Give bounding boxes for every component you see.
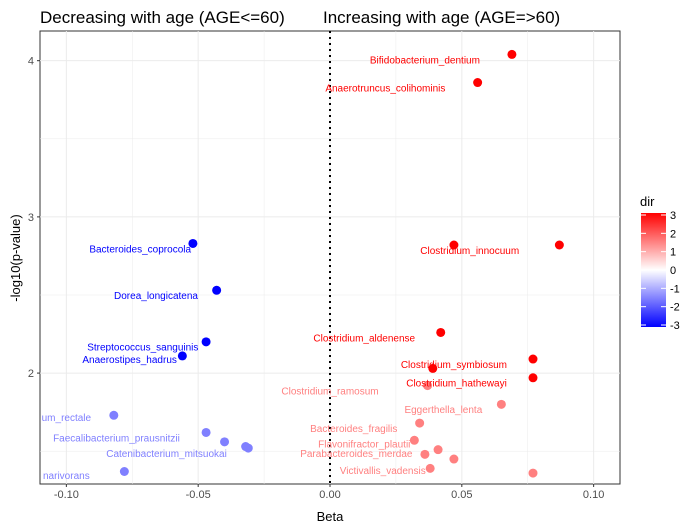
data-point [409, 435, 419, 445]
data-points [109, 49, 564, 478]
legend-tick-label: 3 [670, 210, 676, 222]
data-point [473, 78, 483, 88]
data-point [415, 418, 425, 428]
x-tick-label: -0.10 [54, 489, 79, 501]
data-point [428, 363, 438, 373]
data-point [177, 351, 187, 361]
data-point [433, 445, 443, 455]
data-point [554, 240, 564, 250]
data-point [528, 373, 538, 383]
data-point [220, 437, 230, 447]
data-point [119, 467, 129, 477]
legend-tick-label: -3 [670, 320, 680, 332]
title-left: Decreasing with age (AGE<=60) [40, 8, 285, 27]
legend-tick-label: 1 [670, 247, 676, 259]
point-label: Anaerostipes_hadrus [82, 355, 177, 366]
x-tick-label: 0.10 [583, 489, 604, 501]
data-point [507, 49, 517, 59]
data-point [201, 427, 211, 437]
data-point [243, 443, 253, 453]
y-axis-title: -log10(p-value) [8, 214, 23, 301]
x-axis-ticks: -0.10 -0.05 0.00 0.05 0.10 [54, 484, 604, 501]
legend-ticks: 3 2 1 0 -1 -2 -3 [641, 210, 680, 332]
data-point [528, 468, 538, 478]
point-label: Parabacteroides_merdae [300, 449, 413, 460]
data-point [436, 327, 446, 337]
point-labels: Bifidobacterium_dentium Anaerotruncus_col… [42, 55, 520, 482]
y-axis-ticks: 2 3 4 [28, 56, 40, 380]
legend-title: dir [640, 194, 655, 209]
legend: dir 3 2 1 0 -1 -2 -3 [640, 194, 680, 332]
point-label: Clostridium_innocuum [420, 246, 519, 257]
point-label: Clostridium_symbiosum [401, 360, 507, 371]
data-point [528, 354, 538, 364]
x-tick-label: 0.00 [319, 489, 340, 501]
point-label: Bacteroides_coprocola [89, 244, 191, 255]
point-label: um_rectale [42, 413, 92, 424]
point-label: Bacteroides_fragilis [310, 424, 397, 435]
data-point [449, 454, 459, 464]
data-point [423, 381, 433, 391]
point-label: Bifidobacterium_dentium [370, 55, 480, 66]
data-point [420, 449, 430, 459]
legend-tick-label: 0 [670, 265, 676, 277]
data-point [496, 399, 506, 409]
data-point [449, 240, 459, 250]
x-tick-label: 0.05 [451, 489, 472, 501]
data-point [188, 238, 198, 248]
y-tick-label: 2 [28, 368, 34, 380]
chart-titles: Decreasing with age (AGE<=60) Increasing… [40, 8, 560, 27]
legend-tick-label: 2 [670, 228, 676, 240]
y-tick-label: 3 [28, 212, 34, 224]
x-tick-label: -0.05 [186, 489, 211, 501]
point-label: narivorans [43, 471, 90, 482]
point-label: Anaerotruncus_colihominis [325, 83, 445, 94]
data-point [425, 463, 435, 473]
title-right: Increasing with age (AGE=>60) [323, 8, 560, 27]
legend-tick-label: -1 [670, 283, 680, 295]
y-tick-label: 4 [28, 56, 34, 68]
point-label: Clostridium_aldenense [313, 333, 415, 344]
point-label: Streptococcus_sanguinis [87, 343, 198, 354]
point-label: Dorea_longicatena [114, 291, 198, 302]
point-label: Catenibacterium_mitsuokai [106, 449, 227, 460]
data-point [201, 337, 211, 347]
data-point [109, 410, 119, 420]
point-label: Flavonifractor_plautii [318, 440, 410, 451]
x-axis-title: Beta [317, 509, 345, 524]
point-label: Clostridium_hathewayi [406, 379, 507, 390]
point-label: Faecalibacterium_prausnitzii [53, 433, 180, 444]
legend-tick-label: -2 [670, 302, 680, 314]
point-label: Eggerthella_lenta [404, 405, 482, 416]
point-label: Clostridium_ramosum [281, 386, 378, 397]
data-point [212, 285, 222, 295]
point-label: Victivallis_vadensis [340, 466, 426, 477]
